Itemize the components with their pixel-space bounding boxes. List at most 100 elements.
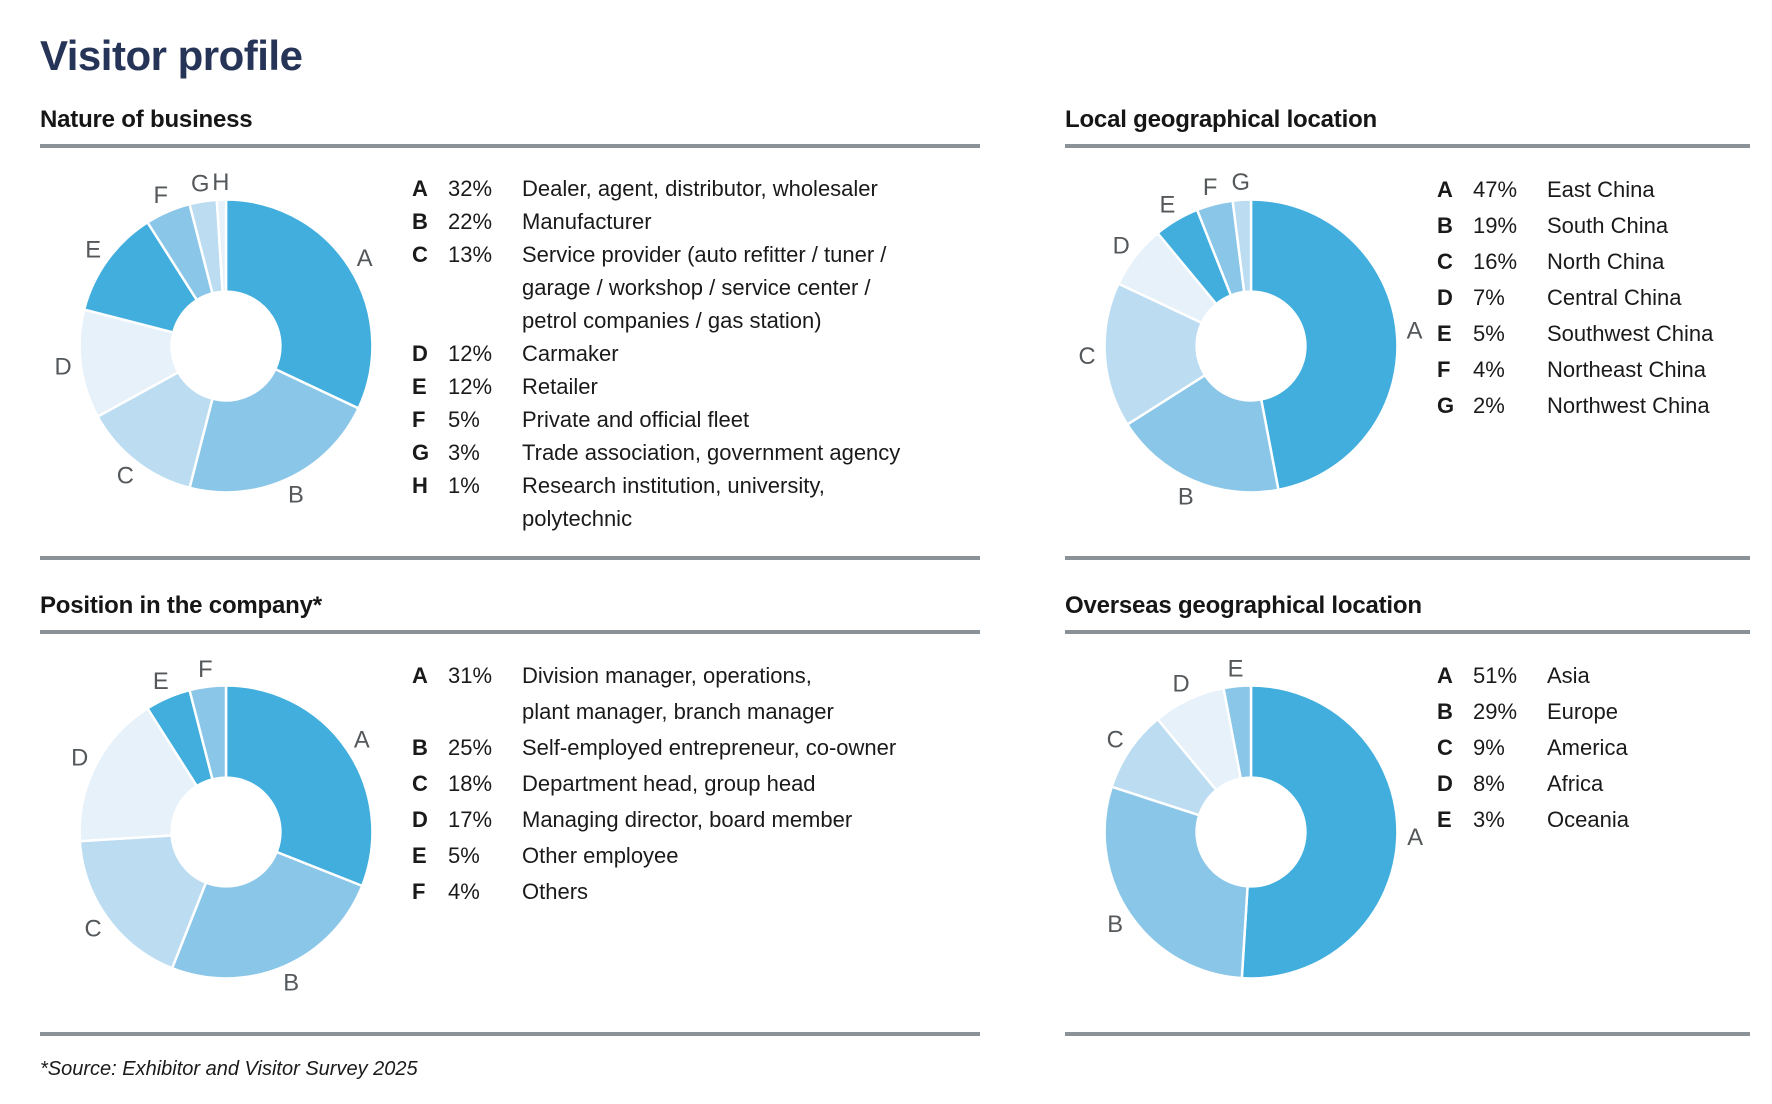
legend-label: Other employee [522, 843, 679, 868]
donut-segment-label-C: C [1078, 344, 1095, 370]
legend-label: Private and official fleet [522, 407, 750, 432]
legend-label: Southwest China [1547, 321, 1714, 346]
donut-segment-A [1249, 198, 1399, 492]
legend-key: E [412, 374, 427, 399]
legend-key: D [412, 341, 428, 366]
legend-row-G: G 2% Northwest China [1437, 388, 1750, 424]
legend-label: Others [522, 879, 589, 904]
legend-percent: 5% [448, 843, 480, 868]
legend-percent: 19% [1473, 213, 1518, 238]
section-bottom-rule [1065, 1032, 1750, 1036]
section-title: Local geographical location [1065, 106, 1377, 133]
legend-key: C [1437, 735, 1453, 760]
legend-label: Department head, group head [522, 771, 816, 796]
legend-label: Trade association, government agency [522, 440, 901, 465]
legend-row-E: E 5% Other employee [412, 838, 980, 874]
donut-svg: A B C D E [1103, 656, 1423, 980]
legend-label: East China [1547, 177, 1655, 202]
legend-row-A: A 31% Division manager, operations, plant … [412, 658, 980, 730]
legend-percent: 4% [1473, 357, 1505, 382]
donut-segment-label-F: F [198, 657, 213, 683]
legend-percent: 16% [1473, 249, 1518, 274]
legend-percent: 9% [1473, 735, 1505, 760]
legend-percent: 22% [448, 209, 493, 234]
legend-label: Oceania [1547, 807, 1629, 832]
donut-chart-position-in-company: A B C D E F [40, 644, 412, 1032]
page-title: Visitor profile [40, 32, 303, 79]
donut-segment-A [224, 198, 374, 410]
donut-segment-G [1231, 198, 1253, 294]
donut-segment-label-D: D [1113, 233, 1130, 259]
donut-segment-label-E: E [153, 669, 169, 695]
legend-key: B [412, 209, 428, 234]
legend-row-E: E 12% Retailer [412, 370, 980, 403]
donut-segment-label-C: C [85, 916, 102, 942]
legend-row-D: D 17% Managing director, board member [412, 802, 980, 838]
legend-key: A [1437, 663, 1453, 688]
legend-label: South China [1547, 213, 1669, 238]
donut-segment-label-B: B [288, 483, 304, 509]
legend-key: E [412, 843, 427, 868]
legend-label: Northeast China [1547, 357, 1706, 382]
legend: A 47% East China B 19% South China C 16% North C… [1437, 158, 1750, 556]
section-title: Position in the company* [40, 592, 322, 619]
legend-key: E [1437, 807, 1452, 832]
section-title: Nature of business [40, 106, 253, 133]
donut-segment-label-E: E [1228, 656, 1244, 682]
legend: A 32% Dealer, agent, distributor, wholesal… [412, 158, 980, 556]
donut-segment-label-E: E [85, 237, 101, 263]
legend-percent: 29% [1473, 699, 1518, 724]
donut-segment-B [188, 367, 361, 494]
legend-row-D: D 12% Carmaker [412, 337, 980, 370]
legend-label: North China [1547, 249, 1665, 274]
donut-segment-B [1125, 373, 1280, 494]
legend-row-C: C 18% Department head, group head [412, 766, 980, 802]
donut-segment-label-F: F [154, 183, 169, 209]
legend-row-E: E 5% Southwest China [1437, 316, 1750, 352]
donut-segment-label-D: D [71, 745, 88, 771]
legend-key: D [412, 807, 428, 832]
donut-svg: A B C D E F G H [54, 170, 374, 509]
donut-svg: A B C D E F G [1078, 170, 1423, 511]
legend-percent: 47% [1473, 177, 1518, 202]
donut-segment-B [170, 850, 364, 980]
legend-key: C [1437, 249, 1453, 274]
legend-percent: 3% [1473, 807, 1505, 832]
donut-segment-label-A: A [357, 246, 373, 272]
legend-key: G [1437, 393, 1455, 418]
legend-row-F: F 5% Private and official fleet [412, 403, 980, 436]
legend-row-H: H 1% Research institution, university, pol… [412, 469, 980, 535]
legend-key: A [1437, 177, 1453, 202]
legend: A 51% Asia B 29% Europe C 9% America D 8% Africa E 3%… [1437, 644, 1750, 1032]
legend-label: Division manager, operations, plant mana… [522, 663, 834, 724]
legend-row-A: A 32% Dealer, agent, distributor, wholesal… [412, 172, 980, 205]
legend-row-A: A 47% East China [1437, 172, 1750, 208]
legend-key: F [412, 879, 426, 904]
legend-key: C [412, 242, 428, 267]
donut-segment-H [215, 198, 228, 294]
legend-key: H [412, 473, 428, 498]
donut-segment-label-B: B [1107, 912, 1123, 938]
header-rule [1065, 630, 1750, 634]
legend-percent: 7% [1473, 285, 1505, 310]
legend-key: F [1437, 357, 1451, 382]
legend-key: C [412, 771, 428, 796]
legend-percent: 31% [448, 663, 493, 688]
donut-segment-B [1103, 785, 1249, 980]
donut-segment-label-D: D [54, 354, 71, 380]
source-footnote: *Source: Exhibitor and Visitor Survey 20… [40, 1058, 418, 1080]
legend-row-F: F 4% Others [412, 874, 980, 910]
legend-percent: 3% [448, 440, 480, 465]
donut-segment-C [1103, 282, 1207, 427]
legend: A 31% Division manager, operations, plant … [412, 644, 980, 1032]
donut-segment-label-A: A [1407, 318, 1423, 344]
legend-label: Central China [1547, 285, 1682, 310]
legend-key: B [1437, 699, 1453, 724]
legend-key: B [412, 735, 428, 760]
